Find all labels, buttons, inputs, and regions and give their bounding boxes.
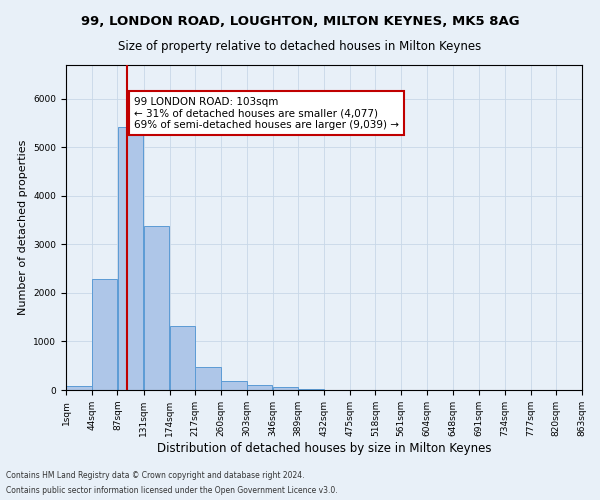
Bar xyxy=(298,388,324,390)
Bar xyxy=(92,280,118,390)
Bar xyxy=(221,381,247,390)
Bar xyxy=(170,326,195,390)
Text: Contains HM Land Registry data © Crown copyright and database right 2024.: Contains HM Land Registry data © Crown c… xyxy=(6,471,305,480)
Bar xyxy=(66,386,92,390)
Bar xyxy=(247,385,272,390)
Text: Contains public sector information licensed under the Open Government Licence v3: Contains public sector information licen… xyxy=(6,486,338,495)
Text: 99 LONDON ROAD: 103sqm
← 31% of detached houses are smaller (4,077)
69% of semi-: 99 LONDON ROAD: 103sqm ← 31% of detached… xyxy=(134,96,399,130)
Bar xyxy=(144,226,169,390)
Bar xyxy=(272,388,298,390)
Bar xyxy=(196,366,221,390)
Y-axis label: Number of detached properties: Number of detached properties xyxy=(18,140,28,315)
X-axis label: Distribution of detached houses by size in Milton Keynes: Distribution of detached houses by size … xyxy=(157,442,491,454)
Text: 99, LONDON ROAD, LOUGHTON, MILTON KEYNES, MK5 8AG: 99, LONDON ROAD, LOUGHTON, MILTON KEYNES… xyxy=(80,15,520,28)
Text: Size of property relative to detached houses in Milton Keynes: Size of property relative to detached ho… xyxy=(118,40,482,53)
Bar xyxy=(118,126,143,390)
